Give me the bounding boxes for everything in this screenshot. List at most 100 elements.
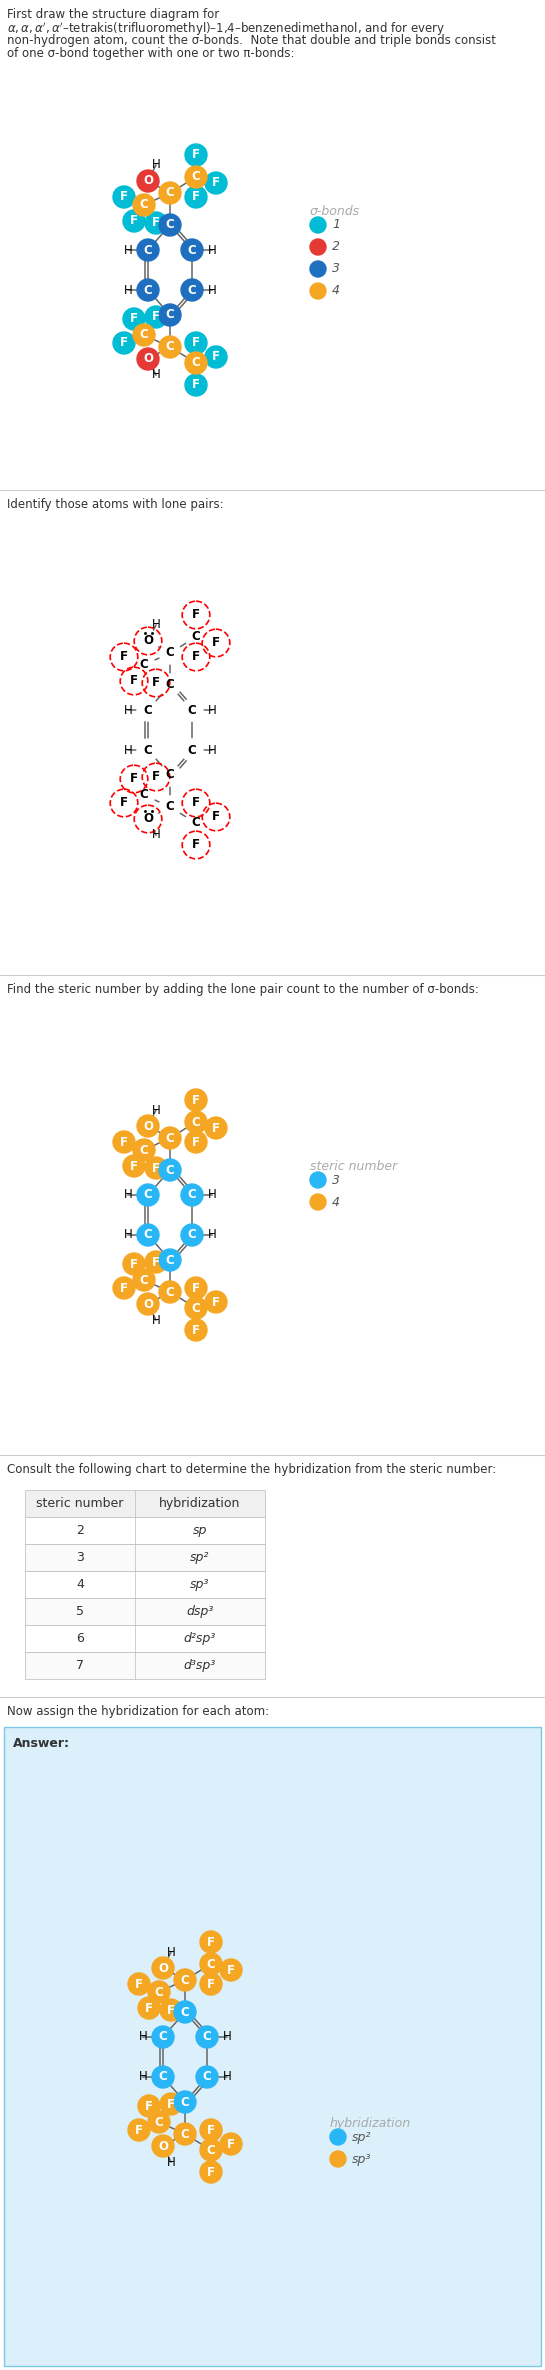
Circle shape bbox=[145, 673, 167, 694]
Circle shape bbox=[113, 1277, 135, 1299]
Text: H: H bbox=[222, 2031, 232, 2043]
Text: C: C bbox=[166, 647, 174, 659]
Circle shape bbox=[113, 792, 135, 813]
Text: F: F bbox=[120, 190, 128, 204]
Circle shape bbox=[181, 1223, 203, 1247]
Text: C: C bbox=[159, 2031, 167, 2043]
Circle shape bbox=[185, 145, 207, 166]
Text: F: F bbox=[130, 773, 138, 784]
Circle shape bbox=[185, 1320, 207, 1341]
Text: C: C bbox=[187, 704, 196, 716]
Circle shape bbox=[185, 374, 207, 396]
FancyBboxPatch shape bbox=[25, 1491, 265, 1517]
Text: 4: 4 bbox=[332, 1194, 340, 1209]
Text: H: H bbox=[124, 284, 132, 296]
Text: C: C bbox=[187, 1187, 196, 1202]
Text: C: C bbox=[166, 768, 174, 782]
Circle shape bbox=[152, 2067, 174, 2088]
Text: C: C bbox=[192, 356, 201, 370]
Circle shape bbox=[185, 626, 207, 647]
Text: H: H bbox=[167, 2154, 175, 2169]
Circle shape bbox=[310, 239, 326, 256]
Text: C: C bbox=[203, 2031, 211, 2043]
Text: H: H bbox=[124, 1228, 132, 1242]
Text: H: H bbox=[167, 1946, 175, 1958]
Circle shape bbox=[159, 763, 181, 787]
Circle shape bbox=[205, 806, 227, 827]
Text: F: F bbox=[212, 175, 220, 190]
Circle shape bbox=[137, 348, 159, 370]
Text: H: H bbox=[152, 1313, 160, 1327]
Text: H: H bbox=[124, 1187, 132, 1202]
Text: F: F bbox=[192, 379, 200, 391]
Text: C: C bbox=[140, 1273, 148, 1287]
Text: F: F bbox=[145, 2003, 153, 2014]
Text: steric number: steric number bbox=[37, 1498, 124, 1510]
Text: C: C bbox=[166, 678, 174, 692]
Text: C: C bbox=[155, 2116, 163, 2128]
Circle shape bbox=[137, 699, 159, 720]
Text: F: F bbox=[152, 310, 160, 322]
Circle shape bbox=[123, 1154, 145, 1178]
Text: O: O bbox=[143, 813, 153, 825]
Text: O: O bbox=[143, 1119, 153, 1133]
FancyBboxPatch shape bbox=[25, 1543, 265, 1571]
Text: of one σ-bond together with one or two π-bonds:: of one σ-bond together with one or two π… bbox=[7, 47, 294, 59]
Text: F: F bbox=[207, 1977, 215, 1991]
Circle shape bbox=[185, 185, 207, 209]
Circle shape bbox=[310, 261, 326, 277]
Circle shape bbox=[159, 642, 181, 664]
Text: H: H bbox=[152, 830, 160, 841]
Text: C: C bbox=[155, 1986, 163, 1998]
Text: C: C bbox=[166, 801, 174, 813]
Text: sp²: sp² bbox=[190, 1550, 210, 1564]
Text: H: H bbox=[208, 284, 216, 296]
Text: F: F bbox=[192, 609, 200, 621]
Text: sp³: sp³ bbox=[190, 1578, 210, 1590]
Text: F: F bbox=[130, 216, 138, 228]
Circle shape bbox=[205, 173, 227, 194]
Circle shape bbox=[133, 325, 155, 346]
Circle shape bbox=[159, 796, 181, 818]
Text: H: H bbox=[208, 704, 216, 716]
Circle shape bbox=[310, 1194, 326, 1211]
Circle shape bbox=[145, 306, 167, 327]
Text: F: F bbox=[212, 811, 220, 822]
Text: C: C bbox=[144, 244, 153, 256]
Text: F: F bbox=[152, 1161, 160, 1176]
Circle shape bbox=[152, 2135, 174, 2157]
Text: F: F bbox=[212, 638, 220, 649]
Circle shape bbox=[200, 2119, 222, 2140]
Circle shape bbox=[137, 1223, 159, 1247]
Circle shape bbox=[137, 630, 159, 652]
Text: H: H bbox=[124, 704, 132, 716]
Text: C: C bbox=[166, 187, 174, 199]
Text: O: O bbox=[158, 2140, 168, 2152]
Circle shape bbox=[330, 2128, 346, 2145]
Text: F: F bbox=[135, 2124, 143, 2135]
Circle shape bbox=[133, 654, 155, 675]
Text: C: C bbox=[187, 1228, 196, 1242]
Circle shape bbox=[181, 280, 203, 301]
Text: F: F bbox=[152, 1256, 160, 1268]
Circle shape bbox=[310, 1173, 326, 1187]
Text: H: H bbox=[152, 619, 160, 630]
Text: F: F bbox=[120, 796, 128, 811]
Circle shape bbox=[205, 1116, 227, 1140]
FancyBboxPatch shape bbox=[25, 1571, 265, 1597]
Circle shape bbox=[196, 2067, 218, 2088]
Circle shape bbox=[137, 1114, 159, 1138]
Text: C: C bbox=[166, 1285, 174, 1299]
FancyBboxPatch shape bbox=[25, 1626, 265, 1652]
Text: H: H bbox=[208, 1187, 216, 1202]
Circle shape bbox=[145, 766, 167, 787]
Text: C: C bbox=[140, 659, 148, 671]
Text: H: H bbox=[138, 2031, 147, 2043]
Text: F: F bbox=[120, 649, 128, 664]
Text: F: F bbox=[135, 1977, 143, 1991]
Circle shape bbox=[128, 2119, 150, 2140]
FancyBboxPatch shape bbox=[4, 1728, 541, 2365]
Text: 7: 7 bbox=[76, 1659, 84, 1671]
Text: C: C bbox=[166, 1164, 174, 1176]
Text: F: F bbox=[207, 2124, 215, 2135]
